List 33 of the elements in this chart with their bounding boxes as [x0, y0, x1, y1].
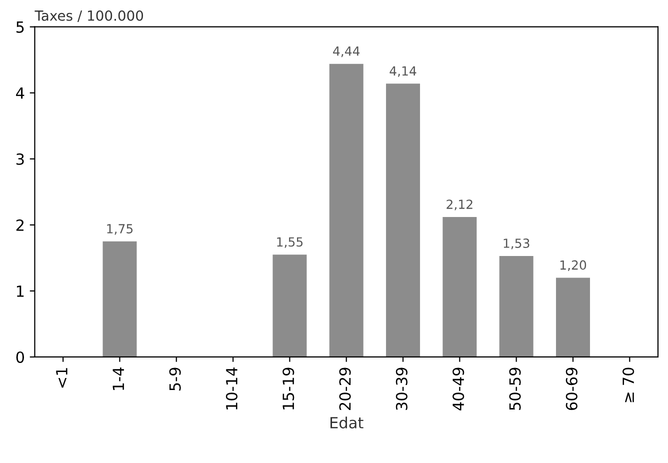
x-tick-label: ≥ 70: [622, 368, 634, 402]
y-tick-label: 1: [16, 286, 24, 297]
y-tick-label: 3: [16, 153, 24, 165]
y-tick-label: 4: [16, 88, 24, 99]
data-label: 4,44: [333, 46, 360, 58]
bar: [386, 84, 420, 357]
x-tick-label: 15-19: [282, 368, 294, 410]
x-tick-label: 30-39: [396, 368, 408, 410]
x-tick-label: 50-59: [509, 368, 521, 410]
bar: [556, 278, 590, 357]
x-tick-label: 1-4: [112, 368, 124, 390]
x-tick-label: 40-49: [452, 368, 464, 410]
bar: [102, 241, 137, 357]
bar: [442, 217, 477, 357]
y-axis-title: Taxes / 100.000: [34, 10, 144, 22]
bar: [499, 256, 534, 357]
x-tick-label: <1: [56, 368, 68, 388]
x-tick-label: 10-14: [226, 368, 238, 410]
data-label: 2,12: [446, 200, 472, 210]
y-tick-label: 0: [16, 351, 24, 363]
data-label: 1,55: [277, 237, 303, 248]
x-tick-label: 20-29: [339, 368, 351, 410]
data-label: 4,14: [390, 66, 416, 77]
y-tick-label: 2: [16, 219, 24, 231]
data-label: 1,53: [504, 238, 530, 250]
bar: [272, 254, 307, 357]
x-tick-label: 5-9: [169, 368, 181, 390]
x-tick-label: 60-69: [566, 368, 578, 410]
bar: [329, 64, 364, 357]
data-label: 1,20: [560, 260, 586, 272]
x-axis-title: Edat: [330, 416, 364, 428]
data-label: 1,75: [107, 224, 133, 235]
y-tick-label: 5: [16, 22, 24, 33]
